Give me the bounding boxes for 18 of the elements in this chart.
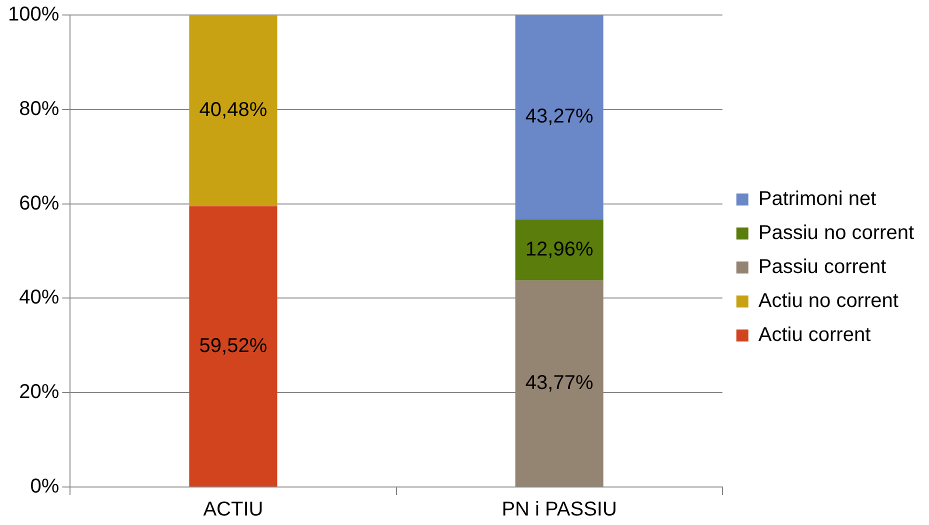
legend-label: Passiu corrent <box>758 256 887 278</box>
legend-label: Passiu no corrent <box>758 222 914 244</box>
y-tick-label: 100% <box>8 4 60 26</box>
data-label: 12,96% <box>525 238 594 260</box>
legend-label: Actiu corrent <box>758 324 872 346</box>
data-label: 43,77% <box>525 372 594 394</box>
data-label: 59,52% <box>199 334 268 357</box>
y-tick-label: 20% <box>19 381 60 404</box>
y-tick-label: 40% <box>19 286 60 309</box>
legend-label: Actiu no corrent <box>758 290 899 312</box>
y-tick-label: 80% <box>19 98 60 120</box>
data-label: 43,27% <box>525 106 594 128</box>
legend-label: Patrimoni net <box>758 188 877 210</box>
y-tick-label: 0% <box>30 476 60 498</box>
x-tick-label: ACTIU <box>203 498 264 521</box>
data-label: 40,48% <box>199 99 268 122</box>
y-tick-label: 60% <box>19 192 60 214</box>
x-tick-label: PN i PASSIU <box>502 498 617 521</box>
